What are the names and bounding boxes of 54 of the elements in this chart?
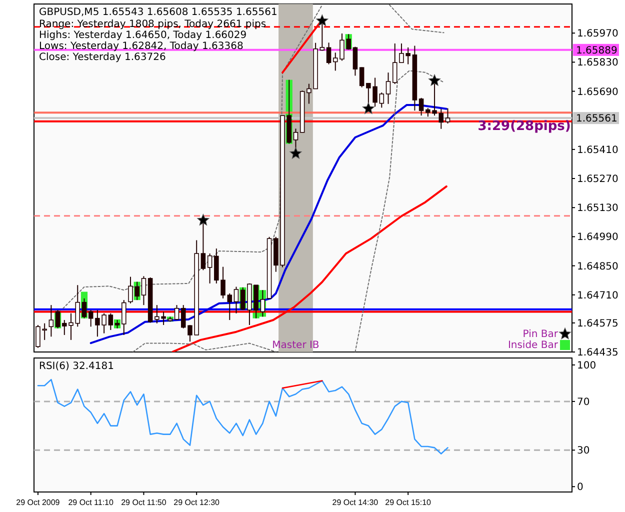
point bbox=[316, 14, 328, 26]
candlestick bbox=[352, 46, 358, 76]
y-tick-label: 100 bbox=[577, 360, 596, 372]
annotation: 3:29(28pips) bbox=[478, 119, 571, 134]
y-tick-label: 1.65690 bbox=[577, 86, 618, 98]
point bbox=[290, 147, 302, 159]
point bbox=[428, 74, 441, 86]
y-tick-label: 70 bbox=[577, 396, 590, 408]
chart-title: GBPUSD,M5 1.65543 1.65608 1.65535 1.65561 bbox=[39, 7, 278, 18]
point bbox=[362, 102, 374, 114]
candlestick bbox=[386, 72, 391, 104]
chart-title: RSI(6) 32.4181 bbox=[39, 361, 114, 372]
candlestick bbox=[88, 310, 94, 328]
x-tick-label: 29 Oct 11:50 bbox=[121, 498, 167, 507]
candlestick bbox=[418, 97, 424, 116]
y-tick-label: 1.64435 bbox=[577, 348, 618, 358]
candlestick bbox=[141, 276, 146, 306]
ref-line-label: 1.65561 bbox=[576, 114, 618, 125]
y-tick-label: 1.64850 bbox=[577, 261, 618, 272]
candlestick bbox=[48, 304, 54, 338]
candlestick bbox=[445, 108, 450, 124]
point bbox=[197, 214, 210, 226]
x-tick-label: 29 Oct 15:10 bbox=[385, 498, 432, 507]
candlestick bbox=[227, 292, 232, 321]
y-tick-label: 1.64710 bbox=[577, 290, 618, 302]
y-tick-label: 1.65970 bbox=[577, 28, 618, 40]
candlestick bbox=[122, 300, 126, 336]
candlestick bbox=[359, 66, 364, 88]
candlestick bbox=[174, 304, 180, 321]
band-label: Master IB bbox=[272, 340, 320, 351]
y-tick-label: 30 bbox=[577, 446, 590, 457]
y-tick-label: 0 bbox=[577, 482, 584, 494]
x-tick-label: 29 Oct 11:10 bbox=[68, 498, 114, 507]
legend-label: Pin Bar bbox=[522, 329, 559, 340]
candlestick bbox=[379, 92, 384, 108]
candlestick bbox=[108, 312, 114, 330]
x-tick-label: 29 Oct 2009 bbox=[16, 498, 60, 507]
ref-line-label: 1.65889 bbox=[576, 45, 618, 56]
candlestick bbox=[438, 108, 444, 130]
x-tick-label: 29 Oct 12:30 bbox=[174, 498, 220, 507]
y-tick-label: 1.64990 bbox=[577, 232, 618, 244]
y-tick-label: 1.65270 bbox=[577, 174, 618, 186]
x-tick-label: 29 Oct 14:30 bbox=[332, 498, 379, 507]
annotation: Highs: Yesterday 1.64650, Today 1.66029 bbox=[39, 30, 247, 41]
candlestick bbox=[234, 286, 239, 314]
annotation: Close: Yesterday 1.63726 bbox=[39, 52, 166, 63]
y-tick-label: 1.64575 bbox=[577, 318, 618, 330]
candlestick bbox=[326, 42, 332, 65]
legend-label: Inside Bar bbox=[508, 340, 559, 351]
y-tick-label: 1.65130 bbox=[577, 203, 618, 214]
y-tick-label: 1.65410 bbox=[577, 144, 618, 156]
y-tick-label: 1.65830 bbox=[577, 58, 618, 69]
line-series bbox=[37, 378, 448, 454]
candlestick bbox=[207, 253, 212, 284]
